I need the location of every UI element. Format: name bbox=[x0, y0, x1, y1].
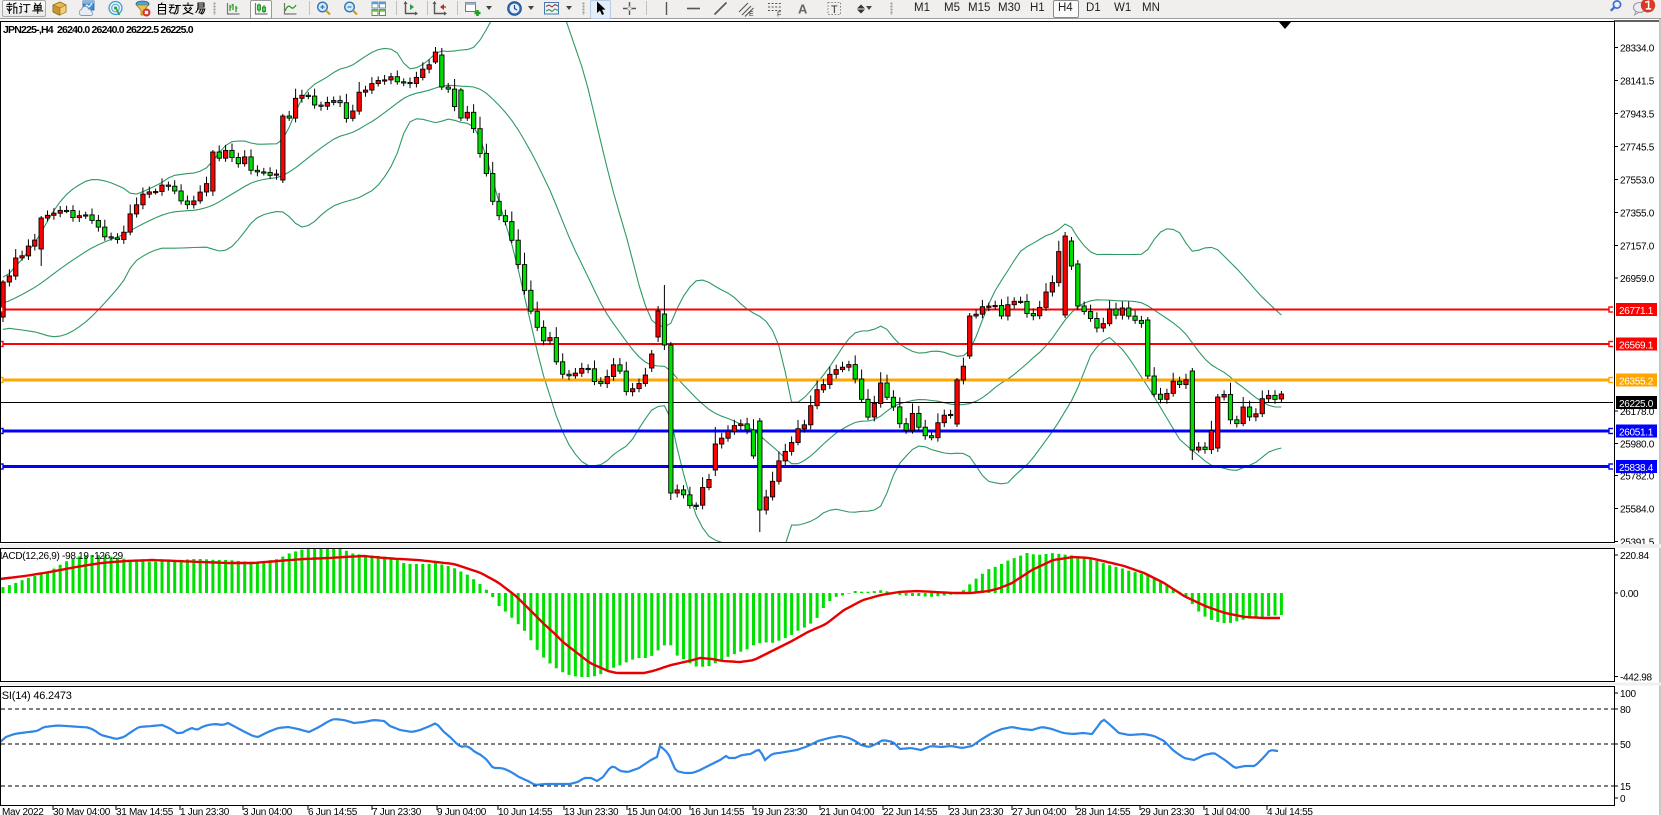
svg-text:May 2022: May 2022 bbox=[2, 807, 44, 815]
svg-text:21 Jun 04:00: 21 Jun 04:00 bbox=[820, 807, 875, 815]
svg-text:100: 100 bbox=[1620, 689, 1637, 700]
svg-text:26355.2: 26355.2 bbox=[1619, 377, 1654, 388]
svg-text:220.84: 220.84 bbox=[1620, 551, 1650, 562]
svg-text:3 Jun 04:00: 3 Jun 04:00 bbox=[243, 807, 293, 815]
svg-text:26051.1: 26051.1 bbox=[1619, 428, 1654, 439]
svg-text:22 Jun 14:55: 22 Jun 14:55 bbox=[883, 807, 938, 815]
svg-text:29 Jun 23:30: 29 Jun 23:30 bbox=[1140, 807, 1195, 815]
svg-text:19 Jun 23:30: 19 Jun 23:30 bbox=[753, 807, 808, 815]
svg-text:1 Jul 04:00: 1 Jul 04:00 bbox=[1204, 807, 1250, 815]
svg-text:23 Jun 23:30: 23 Jun 23:30 bbox=[949, 807, 1004, 815]
svg-text:25980.0: 25980.0 bbox=[1620, 440, 1655, 451]
svg-text:4 Jul 14:55: 4 Jul 14:55 bbox=[1267, 807, 1313, 815]
svg-text:-442.98: -442.98 bbox=[1620, 673, 1653, 684]
svg-text:0.00: 0.00 bbox=[1620, 589, 1639, 600]
svg-text:27943.5: 27943.5 bbox=[1620, 110, 1655, 121]
svg-text:26178.0: 26178.0 bbox=[1620, 407, 1655, 418]
svg-text:15: 15 bbox=[1620, 782, 1631, 793]
svg-text:15 Jun 04:00: 15 Jun 04:00 bbox=[627, 807, 682, 815]
svg-text:F: F bbox=[777, 12, 781, 18]
svg-text:27 Jun 04:00: 27 Jun 04:00 bbox=[1012, 807, 1067, 815]
svg-text:E: E bbox=[749, 11, 754, 17]
svg-text:MACD(12,26,9) -98.19 -126.29: MACD(12,26,9) -98.19 -126.29 bbox=[0, 551, 124, 562]
svg-text:9 Jun 04:00: 9 Jun 04:00 bbox=[437, 807, 487, 815]
svg-text:28 Jun 14:55: 28 Jun 14:55 bbox=[1076, 807, 1131, 815]
svg-text:31 May 14:55: 31 May 14:55 bbox=[116, 807, 174, 815]
svg-text:10 Jun 14:55: 10 Jun 14:55 bbox=[498, 807, 553, 815]
svg-text:13 Jun 23:30: 13 Jun 23:30 bbox=[564, 807, 619, 815]
svg-text:28334.0: 28334.0 bbox=[1620, 44, 1655, 55]
svg-text:26771.1: 26771.1 bbox=[1619, 306, 1654, 317]
svg-text:80: 80 bbox=[1620, 705, 1631, 716]
svg-text:30 May 04:00: 30 May 04:00 bbox=[53, 807, 111, 815]
svg-text:JPN225-,H4 26240.0 26240.0 26: JPN225-,H4 26240.0 26240.0 26222.5 26225… bbox=[3, 24, 194, 36]
svg-text:T: T bbox=[831, 4, 838, 16]
svg-text:6 Jun 14:55: 6 Jun 14:55 bbox=[308, 807, 358, 815]
svg-text:25838.4: 25838.4 bbox=[1619, 463, 1654, 474]
svg-text:16 Jun 14:55: 16 Jun 14:55 bbox=[690, 807, 745, 815]
svg-text:27745.5: 27745.5 bbox=[1620, 143, 1655, 154]
svg-text:7 Jun 23:30: 7 Jun 23:30 bbox=[372, 807, 422, 815]
svg-text:A: A bbox=[798, 2, 808, 17]
svg-text:50: 50 bbox=[1620, 740, 1631, 751]
svg-text:26569.1: 26569.1 bbox=[1619, 341, 1654, 352]
svg-text:0: 0 bbox=[1620, 794, 1626, 805]
svg-text:27157.0: 27157.0 bbox=[1620, 242, 1655, 253]
svg-text:27355.0: 27355.0 bbox=[1620, 209, 1655, 220]
svg-text:27553.0: 27553.0 bbox=[1620, 176, 1655, 187]
svg-text:RSI(14) 46.2473: RSI(14) 46.2473 bbox=[0, 690, 72, 702]
svg-text:26225.0: 26225.0 bbox=[1619, 399, 1654, 410]
svg-text:25391.5: 25391.5 bbox=[1620, 538, 1655, 549]
svg-text:25584.0: 25584.0 bbox=[1620, 505, 1655, 516]
svg-text:1 Jun 23:30: 1 Jun 23:30 bbox=[180, 807, 230, 815]
svg-text:28141.5: 28141.5 bbox=[1620, 77, 1655, 88]
svg-text:25782.0: 25782.0 bbox=[1620, 472, 1655, 483]
svg-text:26959.0: 26959.0 bbox=[1620, 274, 1655, 285]
